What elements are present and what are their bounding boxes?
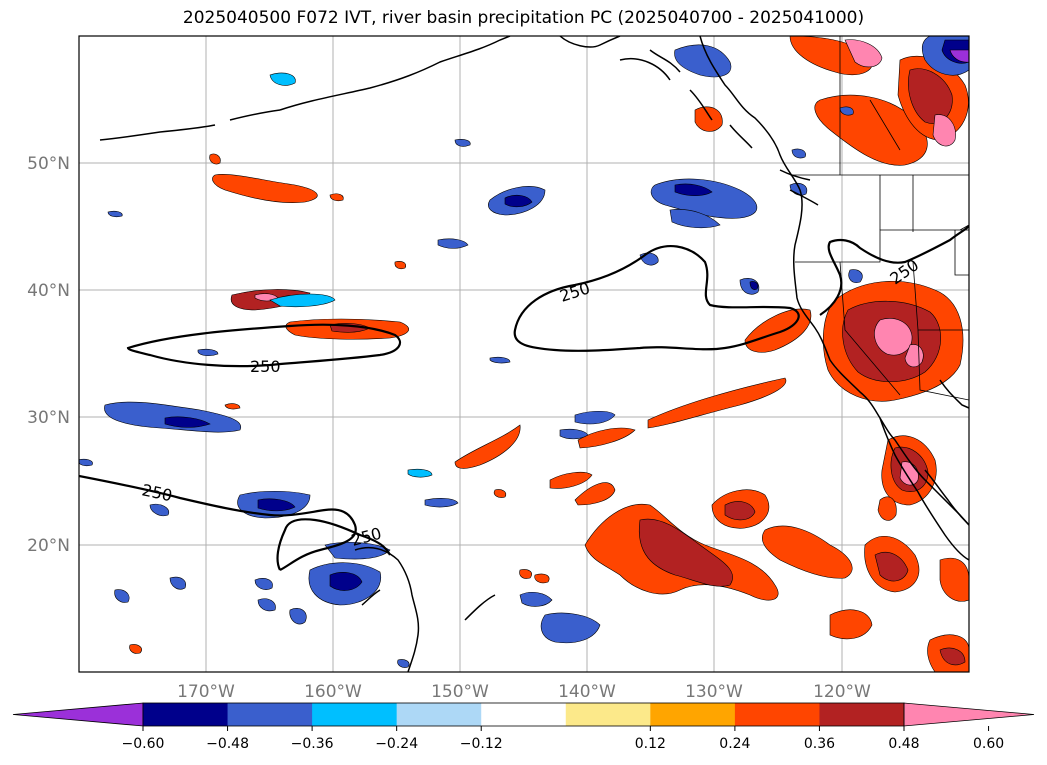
colorbar-segment [650,703,736,726]
colorbar-segment [565,703,651,726]
map-frame [78,35,970,673]
colorbar-outline [142,702,905,727]
colorbar-segment [143,703,229,726]
lat-tick-label: 20°N [27,536,70,556]
lat-tick-label: 50°N [27,154,70,174]
longitude-labels: 170°W 160°W 150°W 140°W 130°W 120°W [177,682,871,702]
colorbar-segment [312,703,398,726]
colorbar-segment [227,703,313,726]
lon-tick-label: 160°W [304,682,362,702]
lat-tick-label: 40°N [27,281,70,301]
negative-anomaly-fill [79,36,969,668]
lon-tick-label: 120°W [813,682,871,702]
colorbar-tick-label: 0.24 [719,736,750,752]
contour-label: 250 [250,357,281,376]
lon-tick-label: 130°W [685,682,743,702]
colorbar-tick-label: −0.60 [122,736,165,752]
colorbar-tick-label: −0.12 [460,736,503,752]
colorbar: −0.60 −0.48 −0.36 −0.24 −0.12 0.12 0.24 0.36 0.4… [12,702,1035,752]
colorbar-tick-label: −0.36 [291,736,334,752]
lon-tick-label: 140°W [558,682,616,702]
map-title: 2025040500 F072 IVT, river basin precipi… [182,8,865,28]
colorbar-extend-low [12,702,144,727]
lon-tick-label: 170°W [177,682,235,702]
lat-tick-label: 30°N [27,408,70,428]
colorbar-tick-label: 0.36 [804,736,835,752]
colorbar-segment [481,703,567,726]
colorbar-segment [396,703,482,726]
latitude-labels: 20°N 30°N 40°N 50°N [27,154,70,556]
colorbar-tick-label: −0.48 [206,736,249,752]
colorbar-tick-label: −0.24 [375,736,418,752]
coastlines [99,36,969,672]
colorbar-segment [734,703,820,726]
positive-anomaly-fill [129,36,969,672]
colorbar-tick-label: 0.12 [635,736,666,752]
lon-tick-label: 150°W [431,682,489,702]
political-borders [790,36,969,401]
colorbar-extend-high [903,702,1035,727]
ivt-contours [79,224,969,571]
colorbar-segment [819,703,905,726]
colorbar-tick-label: 0.60 [973,736,1004,752]
colorbar-tick-label: 0.48 [888,736,919,752]
